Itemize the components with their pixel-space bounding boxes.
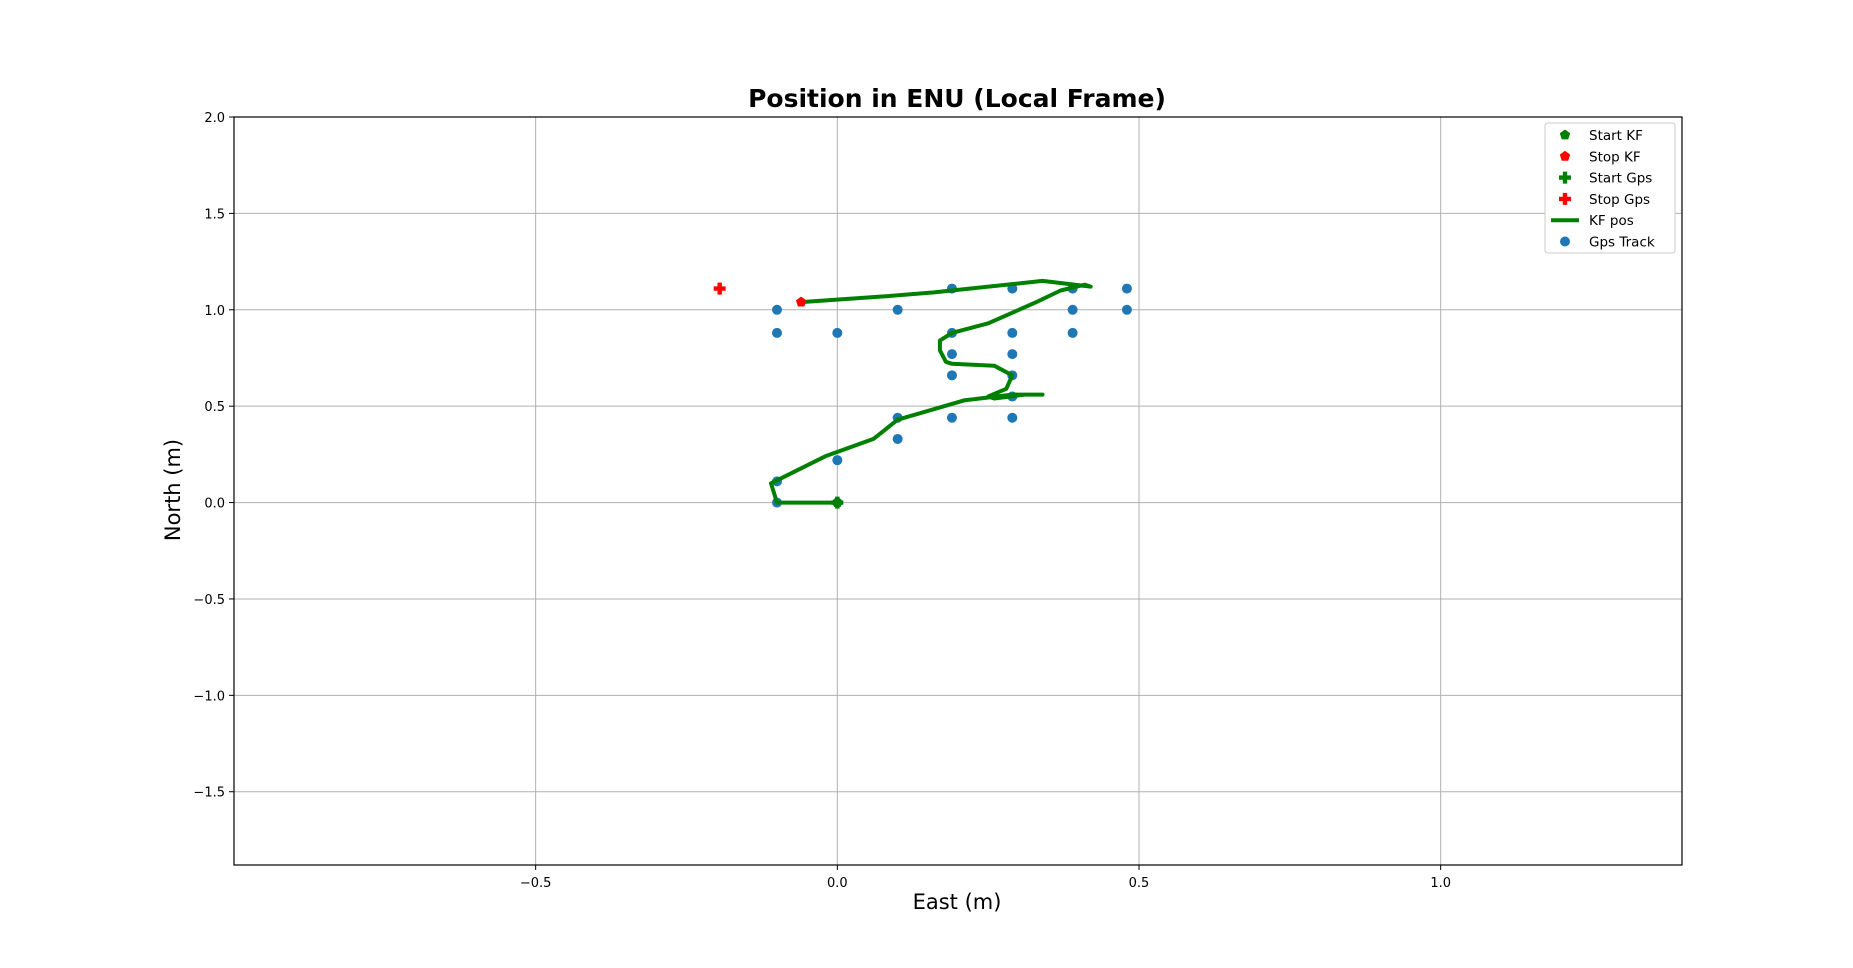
x-tick-label: 0.0 [827, 876, 848, 891]
y-tick-label: 0.0 [204, 497, 225, 512]
legend: Start KF Stop KF Start Gps Stop Gps KF pos Gp… [1544, 122, 1676, 254]
y-tick-label: 2.0 [204, 111, 225, 126]
gps-track-point [1121, 283, 1132, 294]
legend-label-gps-track: Gps Track [1589, 235, 1655, 251]
x-axis-label: East (m) [913, 890, 1002, 914]
tick-layer: −0.5 0.0 0.5 1.0 2.0 1.5 1.0 0.5 0.0 −0.5 −1.0 −1.5 [193, 111, 1451, 891]
gps-track-point [1007, 412, 1018, 423]
legend-label-start-gps: Start Gps [1589, 171, 1652, 187]
legend-marker-gps-track [1560, 236, 1570, 247]
plot-frame [233, 116, 1683, 866]
y-tick-label: −0.5 [193, 593, 225, 608]
legend-label-kf-pos: KF pos [1589, 213, 1634, 229]
gps-track-point [1007, 349, 1018, 360]
gps-track-point [832, 327, 843, 338]
grid-layer [234, 116, 1682, 865]
gps-track-point [946, 412, 957, 423]
y-tick-label: −1.5 [193, 786, 225, 801]
gps-track-point [946, 370, 957, 381]
legend-marker-stop-kf [1559, 150, 1571, 161]
y-axis-label: North (m) [161, 439, 185, 541]
gps-track-point [1067, 304, 1078, 315]
data-layer [713, 278, 1132, 509]
legend-label-start-kf: Start KF [1589, 128, 1643, 144]
kf-pos-line [769, 278, 1093, 505]
legend-marker-start-kf [1559, 129, 1571, 140]
gps-track-point [832, 455, 843, 466]
gps-track-point [1067, 327, 1078, 338]
x-tick-label: −0.5 [520, 876, 552, 891]
stop-gps-marker [713, 282, 726, 295]
gps-track-point [892, 433, 903, 444]
chart-title: Position in ENU (Local Frame) [748, 84, 1166, 113]
gps-track-point [946, 349, 957, 360]
gps-track-point [892, 304, 903, 315]
gps-track-point [772, 327, 782, 338]
stop-kf-marker [795, 296, 807, 307]
start-kf-marker [832, 497, 843, 507]
x-tick-label: 0.5 [1129, 876, 1150, 891]
legend-label-stop-gps: Stop Gps [1589, 192, 1650, 208]
y-tick-label: −1.0 [193, 689, 225, 704]
x-tick-label: 1.0 [1430, 876, 1451, 891]
legend-label-stop-kf: Stop KF [1589, 149, 1641, 165]
legend-marker-start-gps [1559, 171, 1571, 184]
legend-marker-stop-gps [1559, 192, 1571, 205]
y-tick-label: 0.5 [204, 400, 225, 415]
gps-track-point [772, 304, 782, 315]
gps-track-point [1007, 327, 1018, 338]
y-tick-label: 1.5 [204, 207, 225, 222]
gps-track-point [1121, 304, 1132, 315]
y-tick-label: 1.0 [204, 304, 225, 319]
